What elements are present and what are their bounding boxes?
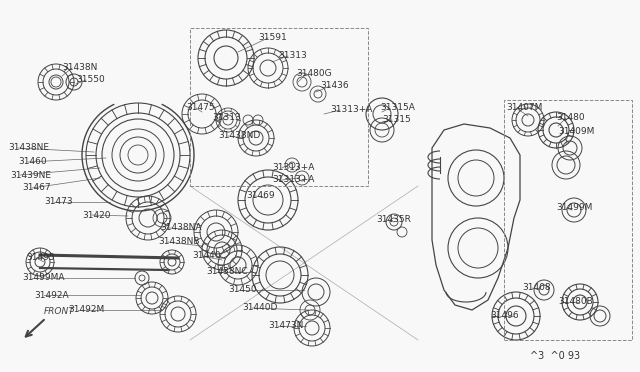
Text: 31496: 31496: [490, 311, 518, 321]
Text: 31467: 31467: [22, 183, 51, 192]
Text: 31315A: 31315A: [380, 103, 415, 112]
Text: 31438ND: 31438ND: [218, 131, 260, 141]
Text: 31438NB: 31438NB: [158, 237, 200, 247]
Bar: [504, 100, 632, 340]
Text: 31438NE: 31438NE: [8, 144, 49, 153]
Text: 31438NC: 31438NC: [206, 267, 248, 276]
Text: 31436: 31436: [320, 81, 349, 90]
Text: 31495: 31495: [26, 253, 54, 263]
Text: 31469: 31469: [246, 192, 275, 201]
Bar: [190, 28, 368, 186]
Text: 31492M: 31492M: [68, 305, 104, 314]
Text: 31420: 31420: [82, 211, 111, 219]
Text: 31313: 31313: [278, 51, 307, 61]
Text: 31499MA: 31499MA: [22, 273, 65, 282]
Text: 31499M: 31499M: [556, 203, 593, 212]
Text: 31439NE: 31439NE: [10, 170, 51, 180]
Text: 31591: 31591: [258, 33, 287, 42]
Text: 31492A: 31492A: [34, 291, 68, 299]
Text: 31440D: 31440D: [242, 304, 277, 312]
Text: 31480G: 31480G: [296, 70, 332, 78]
Text: 31313: 31313: [212, 113, 241, 122]
Text: 31550: 31550: [76, 76, 105, 84]
Text: 31313+A: 31313+A: [272, 164, 314, 173]
Text: 31480B: 31480B: [558, 298, 593, 307]
Text: ^3  ^0 93: ^3 ^0 93: [530, 351, 580, 361]
Text: 31313+A: 31313+A: [330, 106, 372, 115]
Text: 31315: 31315: [382, 115, 411, 125]
Text: 31450: 31450: [228, 285, 257, 295]
Text: FRONT: FRONT: [44, 308, 75, 317]
Text: 31473N: 31473N: [268, 321, 303, 330]
Text: 31409M: 31409M: [558, 128, 595, 137]
Text: 31435R: 31435R: [376, 215, 411, 224]
Text: 31407M: 31407M: [506, 103, 542, 112]
Text: 31480: 31480: [556, 113, 584, 122]
Text: 31313+A: 31313+A: [272, 176, 314, 185]
Text: 31440: 31440: [192, 251, 221, 260]
Text: 31473: 31473: [44, 198, 72, 206]
Text: 31438N: 31438N: [62, 64, 97, 73]
Text: 31438NA: 31438NA: [160, 224, 202, 232]
Text: 31460: 31460: [18, 157, 47, 167]
Text: 31475: 31475: [186, 103, 214, 112]
Text: 31408: 31408: [522, 283, 550, 292]
